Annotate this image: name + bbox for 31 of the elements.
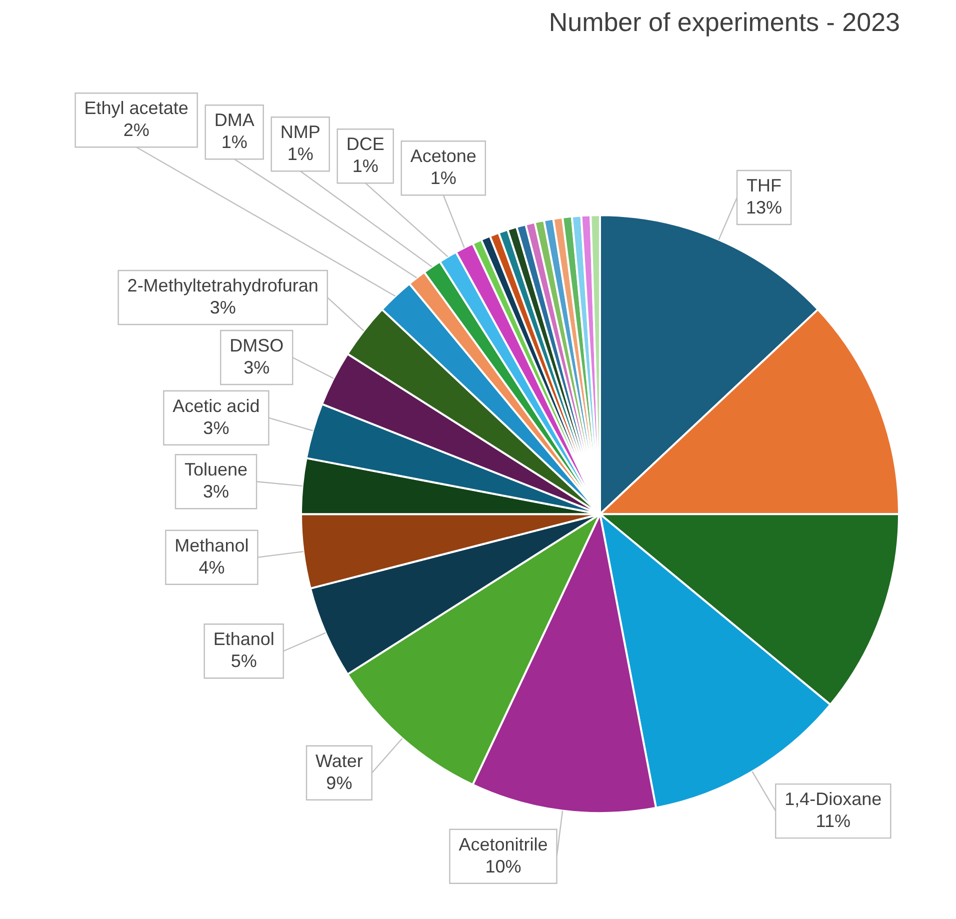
data-label: 3% xyxy=(203,418,230,438)
slice-label: Water xyxy=(316,750,363,771)
data-label: 3% xyxy=(244,357,270,378)
slice-label: 2-Methyltetrahydrofuran xyxy=(127,275,318,296)
slice-label: DMSO xyxy=(230,335,284,356)
data-label: 10% xyxy=(485,856,522,876)
data-label: 9% xyxy=(326,772,352,793)
slice-label: DMA xyxy=(214,110,254,130)
slice-label: DCE xyxy=(346,134,384,154)
data-label: 11% xyxy=(816,811,850,832)
data-label: 13% xyxy=(746,197,782,218)
data-label: 5% xyxy=(230,651,257,672)
slice-label: Methanol xyxy=(174,535,249,556)
data-label: 1% xyxy=(430,168,456,188)
data-label: 4% xyxy=(198,557,225,578)
slice-label: Ethanol xyxy=(213,629,274,650)
data-label: 3% xyxy=(202,482,230,502)
slice-label: Acetone xyxy=(410,146,476,166)
slice-label: THF xyxy=(746,175,782,196)
slice-label: NMP xyxy=(280,122,320,142)
slice-label: Ethyl acetate xyxy=(84,98,188,118)
slice-label: Acetonitrile xyxy=(458,834,548,854)
data-label: 3% xyxy=(210,297,236,318)
slice-label: Toluene xyxy=(184,460,248,480)
data-label: 1% xyxy=(221,132,248,152)
chart-title: Number of experiments - 2023 xyxy=(548,6,900,37)
data-label: 2% xyxy=(123,120,150,140)
data-label: 1% xyxy=(287,144,314,164)
data-label: 1% xyxy=(352,156,378,176)
slice-label: Acetic acid xyxy=(172,396,260,416)
slice-label: 1,4-Dioxane xyxy=(784,789,882,810)
